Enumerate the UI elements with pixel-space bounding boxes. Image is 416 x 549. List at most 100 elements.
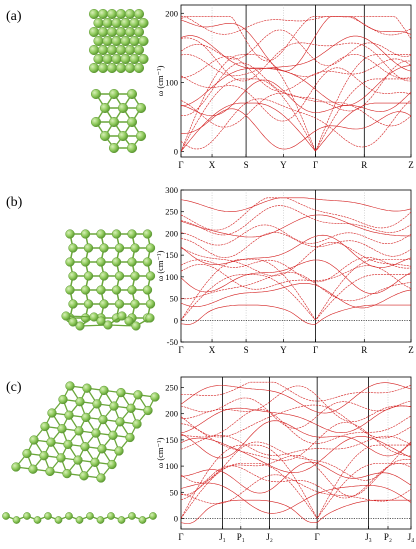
atom <box>68 243 78 253</box>
atom <box>96 257 106 267</box>
atom <box>11 462 21 472</box>
kpoint-label: S <box>244 345 249 355</box>
kpoint-label: P₂ <box>384 532 392 542</box>
phonon-band <box>181 474 411 504</box>
structure-c-side-view <box>2 512 157 524</box>
atom <box>93 17 104 29</box>
kpoint-label: Γ <box>178 532 183 542</box>
atom <box>99 299 109 309</box>
phonon-band <box>181 259 411 295</box>
atom <box>45 466 55 477</box>
atom <box>83 243 94 253</box>
y-tick-label: 50 <box>170 487 179 497</box>
atom <box>82 383 92 393</box>
atom <box>96 473 106 483</box>
plot-b-ylabel: ω (cm⁻¹) <box>155 250 165 281</box>
atom <box>131 321 141 331</box>
phonon-plot-c: ω (cm⁻¹) 0 50 100 150 200 250 Γ J₁ P₁ J₂ Γ J₃ P₂ J₄ <box>155 376 414 542</box>
atom <box>129 35 140 47</box>
atom <box>33 516 42 524</box>
structure-b-side-view <box>61 311 155 331</box>
atom <box>135 102 147 114</box>
atom <box>129 53 140 65</box>
phonon-band <box>181 60 411 116</box>
atom <box>135 130 147 142</box>
atom <box>96 316 106 326</box>
structure-c-top-view <box>11 381 160 483</box>
atom <box>97 8 109 20</box>
plot-c-frame <box>180 376 412 530</box>
y-tick-label: -50 <box>167 337 178 347</box>
atom <box>133 8 145 20</box>
phonon-plot-b: ω (cm⁻¹) -50 0 50 100 150 200 250 300 Γ X S Y Γ R Z <box>155 185 414 355</box>
phonon-band <box>181 234 411 268</box>
phonon-band <box>181 224 411 246</box>
atom <box>88 8 100 20</box>
atom <box>56 453 66 463</box>
atom <box>102 53 113 65</box>
plot-a-frame <box>180 4 412 158</box>
plot-a-ylabel: ω (cm⁻¹) <box>155 65 165 96</box>
kpoint-label: Γ <box>315 532 320 542</box>
atom <box>111 17 122 29</box>
phonon-bands <box>181 16 411 152</box>
phonon-bands <box>181 197 411 325</box>
atom <box>99 243 109 253</box>
phonon-band <box>181 435 411 456</box>
atom <box>142 229 153 239</box>
atom <box>92 399 102 409</box>
phonon-band <box>181 436 411 473</box>
atom <box>79 471 89 481</box>
atom <box>120 53 131 65</box>
phonon-band <box>181 422 411 461</box>
phonon-plot-a: ω (cm⁻¹) 0 100 200 Γ X S Y Γ R Z <box>155 4 414 170</box>
y-tick-label: 250 <box>165 382 178 392</box>
phonon-band <box>181 67 411 122</box>
y-tick-label: 0 <box>174 514 178 524</box>
atom <box>65 285 75 295</box>
atom <box>68 299 78 309</box>
atom <box>97 62 109 74</box>
atom <box>81 412 91 423</box>
phonon-band <box>181 274 411 321</box>
kpoint-label: Γ <box>178 160 183 170</box>
atom <box>143 405 153 416</box>
atom <box>80 257 91 267</box>
atom <box>126 142 138 154</box>
atom <box>117 311 127 321</box>
phonon-band <box>181 385 411 422</box>
atom <box>102 35 113 47</box>
bond <box>107 324 137 327</box>
atom <box>138 17 149 29</box>
atom <box>103 320 113 330</box>
phonon-band <box>181 441 411 483</box>
phonon-band <box>181 102 411 152</box>
phonon-band <box>181 78 411 152</box>
phonon-band <box>181 54 411 79</box>
phonon-band <box>181 404 411 439</box>
atom <box>120 17 131 29</box>
atom <box>97 26 109 38</box>
atom <box>58 394 68 405</box>
phonon-band <box>181 214 411 238</box>
atom <box>132 419 142 429</box>
atom <box>86 512 94 520</box>
kpoint-label: Γ <box>313 345 318 355</box>
atom <box>114 299 125 309</box>
bond <box>65 315 95 318</box>
atom <box>106 44 118 56</box>
atom <box>117 130 129 142</box>
atom <box>115 44 127 56</box>
atom <box>111 229 122 239</box>
atom <box>130 299 140 309</box>
atom <box>145 299 156 309</box>
atom <box>65 229 75 239</box>
atom <box>149 512 157 520</box>
kpoint-label: J₂ <box>266 532 273 542</box>
atom <box>28 464 38 474</box>
phonon-band <box>181 232 411 258</box>
atom <box>80 229 91 239</box>
kpoint-label: X <box>209 160 216 170</box>
atom <box>111 257 122 267</box>
kpoint-label: P₁ <box>237 532 245 542</box>
